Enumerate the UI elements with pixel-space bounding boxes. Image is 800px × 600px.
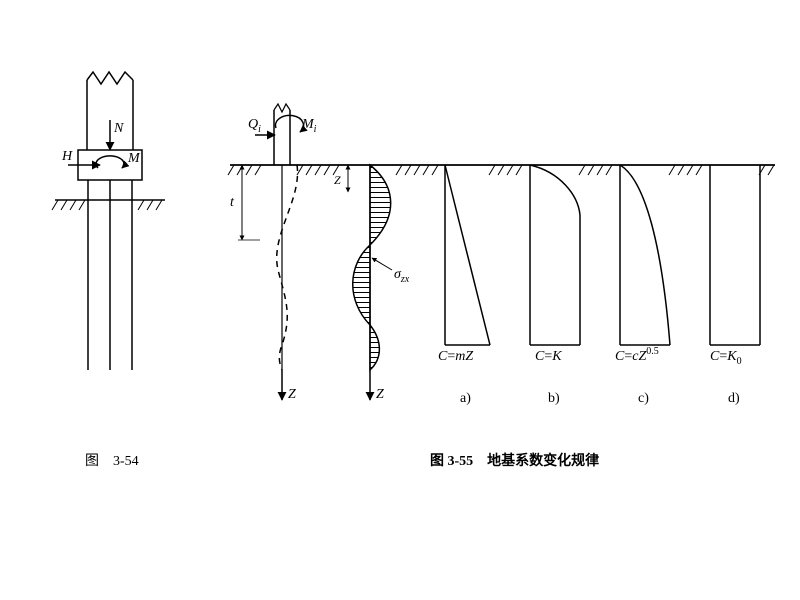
tag-a: a): [460, 391, 471, 406]
formula-b: C=K: [535, 349, 562, 364]
formula-d: C=K0: [710, 349, 742, 367]
profile-c: C=cZ0.5 c): [615, 165, 670, 406]
formula-c: C=cZ0.5: [615, 346, 659, 364]
label-N: N: [113, 121, 124, 136]
tag-c: c): [638, 391, 649, 406]
caption-3-55: 图 3-55 地基系数变化规律: [430, 450, 599, 470]
label-Z2: Z: [376, 387, 384, 402]
profile-a: C=mZ a): [438, 165, 490, 406]
stress-dist: Z σzx Z: [334, 165, 410, 402]
label-Qi: Qi: [248, 117, 261, 135]
tag-d: d): [728, 391, 740, 406]
label-H: H: [61, 149, 73, 164]
label-Z1: Z: [288, 387, 296, 402]
pile-deflection: Qi Mi t Z: [230, 104, 317, 402]
caption-3-54: 图 3-54: [85, 450, 139, 470]
label-t: t: [230, 195, 235, 210]
label-sigma: σzx: [394, 267, 410, 285]
profile-b: C=K b): [530, 165, 580, 406]
label-Ztop: Z: [334, 173, 341, 187]
ground-hatch: [228, 165, 774, 175]
label-Mi: Mi: [301, 117, 317, 135]
profile-d: C=K0 d): [710, 165, 760, 406]
tag-b: b): [548, 391, 560, 406]
label-M: M: [127, 151, 141, 166]
fig-3-54: N H M: [52, 72, 165, 370]
ground-hatch-left: [52, 200, 162, 210]
formula-a: C=mZ: [438, 349, 473, 364]
